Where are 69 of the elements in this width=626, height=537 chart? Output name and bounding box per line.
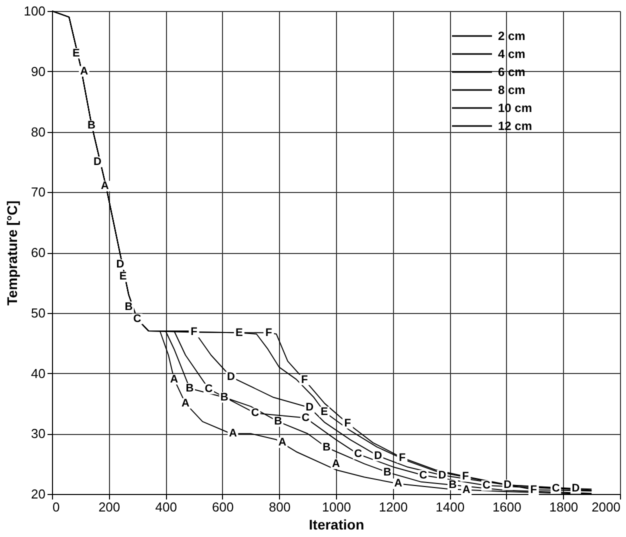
legend-label: 8 cm [498,83,526,97]
annotation: A [462,484,470,496]
annotation: D [504,478,512,491]
legend-label: 2 cm [498,29,526,43]
annotation: F [265,326,272,339]
annotation: C [419,469,428,482]
annotation: F [398,452,406,464]
x-tick-label: 2000 [592,500,620,514]
y-tick-label: 60 [31,245,46,260]
x-tick-label: 1200 [378,500,408,514]
annotation: D [374,450,382,462]
annotation: A [182,397,190,410]
x-axis-title: Iteration [308,516,364,532]
annotation: B [88,120,96,132]
annotation: D [306,402,314,414]
annotation: A [170,373,178,386]
y-tick-label: 100 [24,4,46,18]
annotation: E [72,47,80,60]
annotation: D [116,258,124,271]
annotation: C [302,412,310,424]
annotation: A [278,436,286,449]
annotation: A [100,180,109,192]
annotation: D [226,370,235,383]
annotation: E [119,270,127,283]
y-tick-label: 20 [31,486,46,502]
annotation: D [93,156,102,168]
annotation: C [552,482,560,495]
annotation: C [133,312,142,325]
x-tick-label: 200 [98,500,120,514]
x-tick-label: 1800 [549,500,578,514]
y-tick-label: 40 [31,366,46,381]
x-tick-label: 1000 [322,500,351,514]
annotation: F [462,470,470,482]
annotation: B [383,466,392,478]
annotation: F [344,417,352,430]
y-axis-title: Temprature [°C] [4,200,20,306]
annotation: B [274,416,282,428]
y-tick-label: 50 [31,305,46,320]
annotation: A [228,428,237,440]
y-tick-label: 70 [31,184,46,200]
annotation: E [235,326,243,339]
annotation: C [251,407,260,420]
annotation: A [332,458,340,470]
annotation: C [204,382,213,395]
annotation: F [190,326,198,338]
annotation: D [572,482,580,495]
annotation: F [301,374,308,386]
y-tick-label: 90 [31,64,46,79]
annotation: C [354,448,362,460]
x-tick-label: 800 [268,500,291,514]
x-tick-label: 1600 [492,500,522,514]
legend-label: 4 cm [498,47,526,61]
annotation: D [438,469,446,482]
annotation: A [394,478,402,490]
y-tick-label: 30 [31,426,46,442]
annotation: C [482,480,491,492]
x-tick-label: 1400 [436,500,465,514]
annotation: B [186,382,194,394]
annotation: B [220,391,228,404]
x-tick-label: 400 [155,500,177,514]
x-tick-label: 0 [52,500,60,514]
annotation: B [448,478,457,491]
annotation: B [322,442,331,454]
x-tick-label: 600 [212,500,234,514]
annotation: A [80,65,88,78]
annotation: B [124,300,133,313]
y-tick-label: 80 [31,124,46,140]
annotation: F [530,484,538,496]
annotation: E [320,406,328,418]
